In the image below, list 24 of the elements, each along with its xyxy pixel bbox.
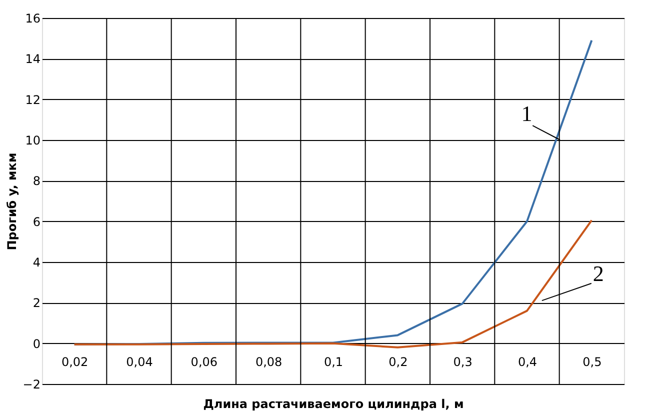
y-tick-label: 10: [25, 134, 40, 148]
y-tick-label: 12: [25, 92, 40, 107]
y-axis-title: Прогиб y, мкм: [4, 152, 19, 250]
y-tick-label: −2: [22, 378, 40, 392]
line-series: [73, 219, 593, 348]
x-tick-label: 0,08: [255, 355, 282, 370]
y-tick-label: 8: [32, 174, 40, 188]
y-tick-label: 4: [32, 256, 40, 270]
x-tick-label: 0,06: [190, 355, 218, 370]
annotation: 2: [592, 261, 604, 286]
y-tick-label: 0: [32, 336, 40, 351]
y-tick-label: 14: [25, 52, 40, 66]
x-tick-label: 0,1: [324, 355, 344, 370]
x-tick-label: 0,02: [61, 355, 88, 370]
x-tick-label: 0,5: [582, 355, 602, 370]
y-tick-label: 2: [32, 296, 40, 310]
y-tick-label: 16: [25, 12, 40, 26]
annotation: 1: [521, 100, 532, 126]
x-tick-label: 0,2: [388, 355, 408, 370]
x-axis-title: Длина растачиваемого цилиндра l, м: [203, 396, 464, 411]
x-tick-label: 0,4: [518, 355, 538, 370]
x-tick-label: 0,3: [453, 355, 472, 370]
x-tick-label: 0,04: [126, 355, 153, 370]
y-tick-label: 6: [32, 214, 40, 229]
